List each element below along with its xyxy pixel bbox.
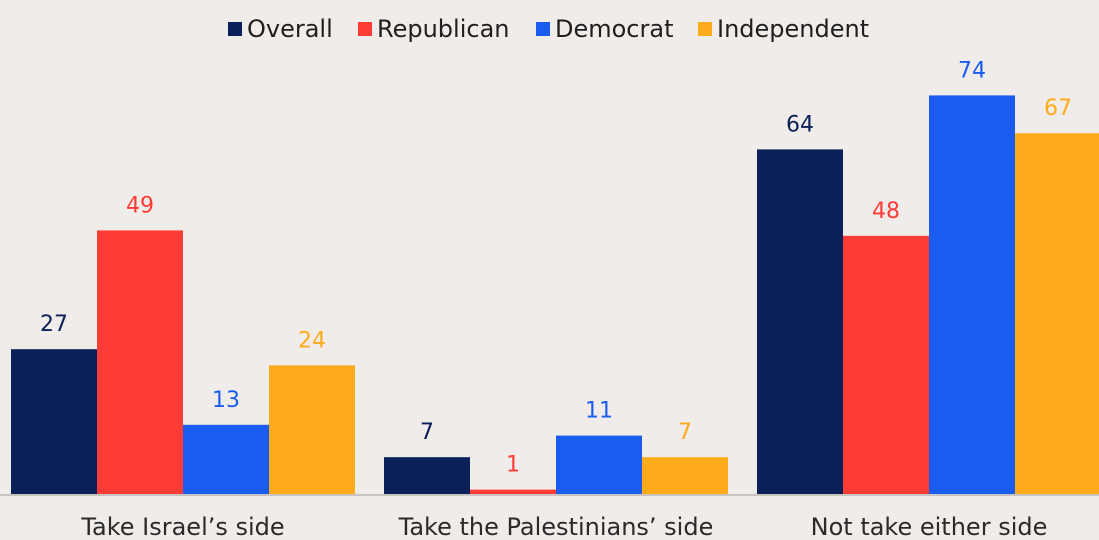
value-label-republican-0: 49 — [126, 193, 154, 218]
value-label-overall-2: 64 — [786, 112, 814, 137]
category-label-2: Not take either side — [811, 513, 1048, 540]
value-label-republican-1: 1 — [506, 453, 520, 478]
bar-overall-0 — [11, 349, 97, 495]
bar-overall-2 — [757, 149, 843, 495]
bar-democrat-0 — [183, 424, 269, 495]
bar-democrat-2 — [929, 95, 1015, 496]
category-label-0: Take Israel’s side — [80, 513, 284, 540]
legend: Overall Republican Democrat Independent — [228, 15, 869, 43]
legend-label-overall: Overall — [247, 15, 333, 43]
bar-independent-2 — [1015, 133, 1099, 495]
bar-republican-0 — [97, 230, 183, 495]
value-label-independent-0: 24 — [298, 328, 326, 353]
bar-republican-2 — [843, 235, 929, 496]
bar-independent-1 — [642, 457, 728, 495]
legend-swatch-democrat — [536, 22, 550, 36]
legend-swatch-independent — [698, 22, 712, 36]
category-label-1: Take the Palestinians’ side — [398, 513, 714, 540]
legend-label-independent: Independent — [717, 15, 869, 43]
legend-label-republican: Republican — [377, 15, 510, 43]
value-label-democrat-0: 13 — [212, 388, 240, 413]
category-labels: Take Israel’s side Take the Palestinians’… — [80, 513, 1047, 540]
value-label-independent-1: 7 — [678, 420, 692, 445]
legend-swatch-republican — [358, 22, 372, 36]
value-label-democrat-1: 11 — [585, 399, 613, 424]
bars — [11, 95, 1099, 496]
value-label-overall-0: 27 — [40, 312, 68, 337]
value-label-overall-1: 7 — [420, 420, 434, 445]
bar-republican-1 — [470, 489, 556, 495]
bar-independent-0 — [269, 365, 355, 495]
bar-democrat-1 — [556, 435, 642, 495]
value-label-independent-2: 67 — [1044, 96, 1072, 121]
value-label-democrat-2: 74 — [958, 58, 986, 83]
legend-swatch-overall — [228, 22, 242, 36]
legend-label-democrat: Democrat — [555, 15, 674, 43]
value-label-republican-2: 48 — [872, 199, 900, 224]
bar-overall-1 — [384, 457, 470, 495]
